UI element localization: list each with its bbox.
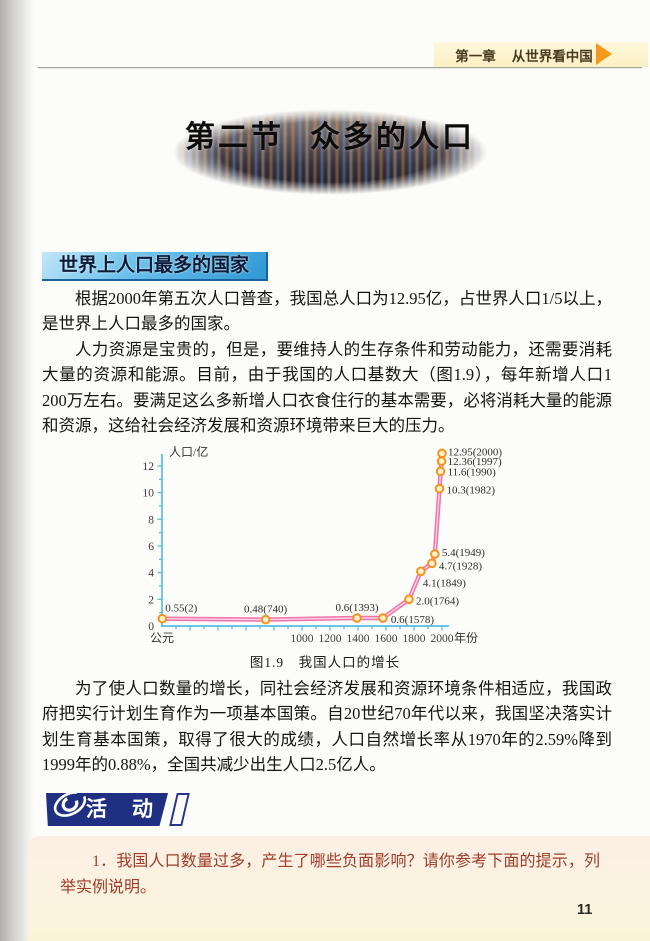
data-point-marker bbox=[404, 594, 414, 605]
city-skyline-image bbox=[138, 100, 522, 204]
svg-text:0: 0 bbox=[148, 621, 154, 633]
activity-question-1: 1．我国人口数量过多，产生了哪些负面影响？请你参考下面的提示，列举实例说明。 bbox=[60, 853, 600, 896]
paragraph-policy: 为了使人口数量的增长，同社会经济发展和资源环境条件相适应，我国政府把实行计划生育… bbox=[42, 679, 612, 774]
topic-heading: 世界上人口最多的国家 bbox=[42, 252, 268, 281]
data-point-marker bbox=[434, 483, 445, 494]
svg-text:5.4(1949): 5.4(1949) bbox=[442, 547, 485, 559]
data-point-marker bbox=[378, 613, 388, 623]
svg-text:10: 10 bbox=[143, 488, 155, 500]
population-chart: 0 2 4 6 8 10 12 1000 1200 1400 1600 1800 2000 公元 年份 人口/… bbox=[127, 441, 559, 647]
population-line bbox=[160, 451, 445, 622]
svg-text:4.1(1849): 4.1(1849) bbox=[423, 577, 466, 589]
paragraph-resources: 人力资源是宝贵的，但是，要维持人的生存条件和劳动能力，还需要消耗大量的资源和能源… bbox=[42, 340, 612, 435]
svg-text:0.6(1393): 0.6(1393) bbox=[335, 602, 378, 614]
svg-text:1600: 1600 bbox=[375, 633, 398, 645]
data-point-marker bbox=[157, 613, 168, 624]
data-point-marker bbox=[416, 566, 426, 577]
svg-text:2: 2 bbox=[148, 594, 154, 606]
svg-text:1400: 1400 bbox=[347, 633, 370, 645]
svg-text:4: 4 bbox=[148, 568, 154, 580]
section-title-image: 第二节 众多的人口 bbox=[138, 100, 522, 204]
data-point-marker bbox=[260, 614, 271, 625]
chapter-label: 第一章 bbox=[455, 48, 496, 64]
data-point-marker bbox=[352, 613, 362, 623]
svg-text:2.0(1764): 2.0(1764) bbox=[416, 595, 459, 607]
data-point-marker bbox=[430, 549, 440, 559]
svg-text:0.48(740): 0.48(740) bbox=[244, 604, 287, 616]
svg-text:10.3(1982): 10.3(1982) bbox=[446, 485, 495, 497]
page-number: 11 bbox=[577, 902, 593, 918]
chapter-title: 从世界看中国 bbox=[511, 48, 593, 64]
data-point-marker bbox=[436, 456, 447, 467]
section-title: 第二节 众多的人口 bbox=[138, 112, 522, 156]
figure-caption: 图1.9 我国人口的增长 bbox=[249, 655, 401, 670]
header-divider bbox=[38, 67, 642, 68]
activity-banner-label: 活 动 bbox=[86, 798, 155, 821]
svg-text:11.6(1990): 11.6(1990) bbox=[448, 466, 497, 478]
activity-banner-plate: 活 动 bbox=[46, 793, 168, 826]
section-number: 第二节 bbox=[185, 121, 284, 154]
arrow-right-icon bbox=[596, 43, 612, 65]
svg-text:12.36(1997): 12.36(1997) bbox=[448, 456, 502, 468]
svg-text:年份: 年份 bbox=[454, 631, 478, 645]
data-point-marker bbox=[427, 558, 437, 569]
svg-text:1000: 1000 bbox=[291, 633, 314, 645]
svg-text:8: 8 bbox=[148, 514, 154, 526]
page-edge-shadow bbox=[0, 0, 34, 941]
svg-text:0.6(1578): 0.6(1578) bbox=[391, 614, 434, 626]
svg-text:12.95(2000): 12.95(2000) bbox=[448, 446, 502, 458]
svg-text:1800: 1800 bbox=[403, 633, 426, 645]
svg-text:12: 12 bbox=[143, 461, 155, 473]
swirl-icon bbox=[53, 793, 87, 817]
data-point-marker bbox=[437, 448, 447, 459]
activity-banner: 活 动 bbox=[46, 793, 190, 826]
svg-text:人口/亿: 人口/亿 bbox=[169, 444, 208, 459]
activity-section-background bbox=[28, 836, 650, 941]
activity-banner-tail bbox=[169, 793, 190, 826]
svg-text:公元: 公元 bbox=[150, 631, 174, 645]
svg-text:2000: 2000 bbox=[431, 633, 454, 645]
svg-text:1200: 1200 bbox=[319, 633, 342, 645]
svg-text:4.7(1928): 4.7(1928) bbox=[439, 560, 482, 572]
svg-text:6: 6 bbox=[148, 541, 154, 553]
section-name: 众多的人口 bbox=[310, 121, 475, 154]
svg-text:0.55(2): 0.55(2) bbox=[165, 603, 197, 615]
paragraph-census: 根据2000年第五次人口普查，我国总人口为12.95亿，占世界人口1/5以上，是… bbox=[42, 289, 612, 334]
data-point-marker bbox=[435, 466, 446, 477]
chapter-header-tab: 第一章 从世界看中国 bbox=[434, 42, 648, 67]
